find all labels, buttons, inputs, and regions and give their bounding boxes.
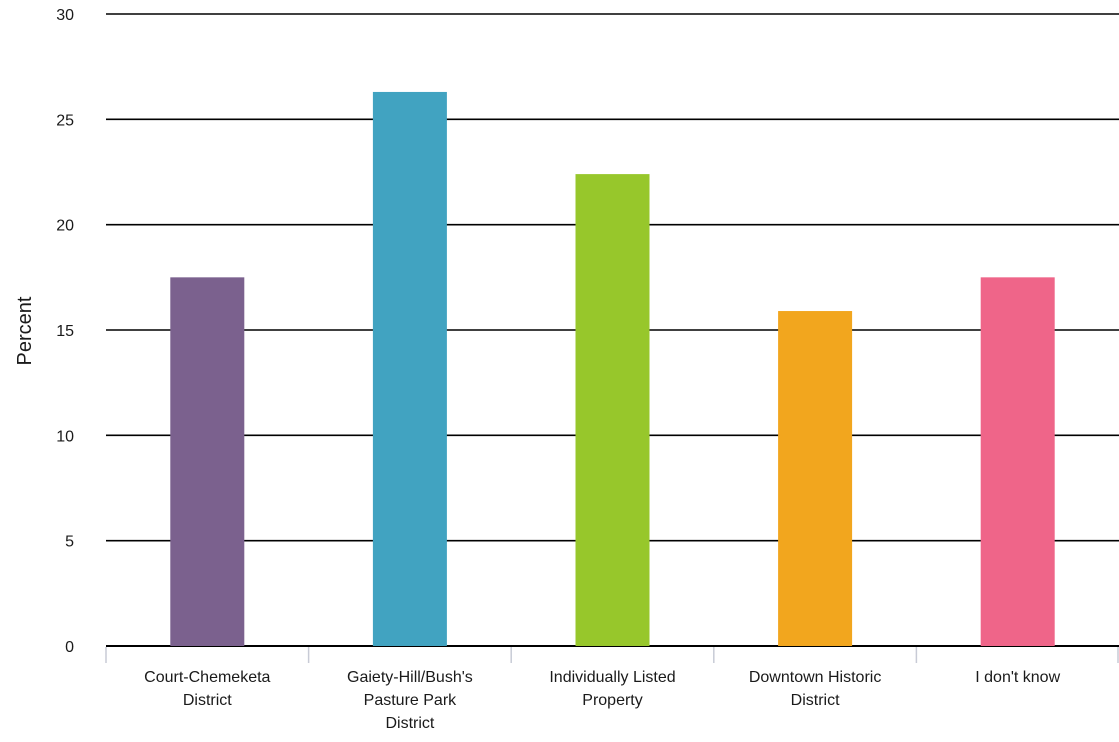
y-tick-label: 25: [56, 112, 74, 129]
bar: [170, 277, 245, 646]
x-tick-label: Individually Listed Property: [549, 669, 675, 709]
x-tick-label: I don't know: [975, 669, 1060, 686]
y-tick-label: 10: [56, 428, 74, 445]
x-tick-label: Court-Chemeketa District: [144, 669, 270, 709]
y-tick-label: 30: [56, 7, 74, 24]
x-tick-label: Downtown Historic District: [749, 669, 881, 709]
x-tick-label: Gaiety-Hill/Bush's Pasture Park District: [347, 669, 473, 732]
bar: [372, 91, 447, 647]
y-tick-label: 5: [65, 534, 74, 551]
bar: [575, 174, 650, 646]
bar: [778, 311, 853, 646]
y-axis-title: Percent: [14, 296, 36, 365]
y-tick-label: 15: [56, 323, 74, 340]
y-tick-label: 20: [56, 218, 74, 235]
y-tick-label: 0: [65, 639, 74, 656]
bar: [980, 277, 1055, 646]
